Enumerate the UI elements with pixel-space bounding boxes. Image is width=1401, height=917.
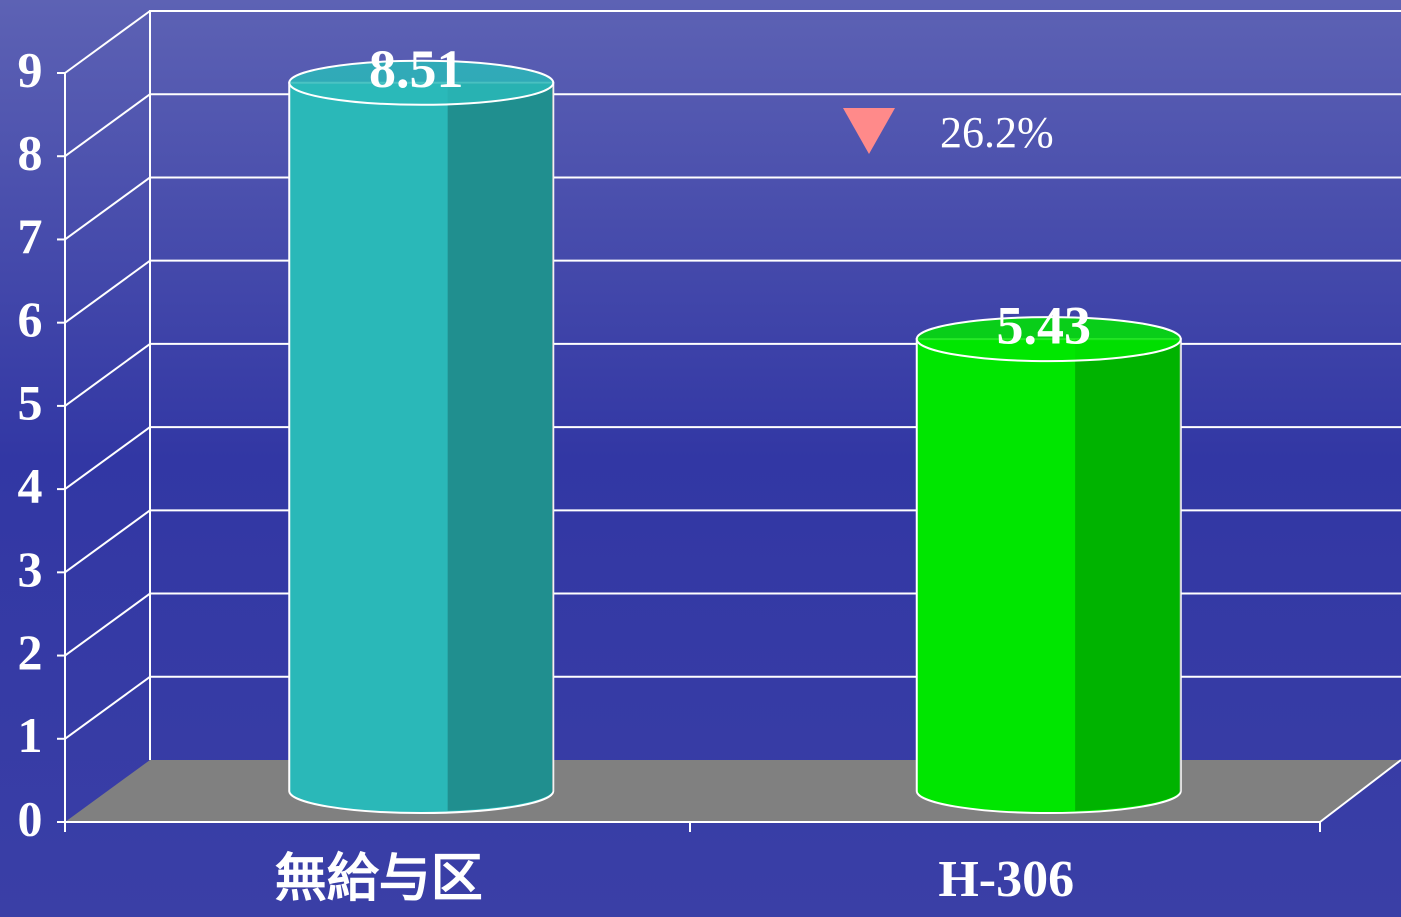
bar <box>288 81 555 814</box>
y-tick-label: 2 <box>18 624 43 680</box>
annotation: 26.2% <box>940 108 1054 157</box>
grid-line <box>64 93 151 158</box>
y-tick-label: 1 <box>18 707 43 763</box>
y-tick-label: 9 <box>18 41 43 97</box>
y-tick-label: 5 <box>18 374 43 430</box>
y-tick-label: 6 <box>18 291 43 347</box>
grid-line <box>64 426 151 490</box>
bar-shade <box>447 82 554 811</box>
value-label: 8.51 <box>369 39 464 99</box>
grid-line <box>64 259 151 324</box>
bar <box>915 338 1182 814</box>
x-tick-label: H-306 <box>938 851 1074 908</box>
x-tick-label: 無給与区 <box>275 850 483 908</box>
y-tick-label: 7 <box>18 208 43 264</box>
y-tick-label: 8 <box>18 125 43 181</box>
y-tick-label: 3 <box>18 541 43 597</box>
bar-top <box>288 59 555 106</box>
grid-line <box>64 10 151 74</box>
grid-line <box>64 509 151 574</box>
bar-shade <box>1075 339 1181 811</box>
y-tick-label: 4 <box>18 458 43 514</box>
y-tick-label: 0 <box>18 790 43 846</box>
value-label: 5.43 <box>997 295 1092 355</box>
grid-line <box>64 592 151 657</box>
grid-line <box>64 176 151 241</box>
grid-line <box>64 343 151 407</box>
floor <box>65 760 1401 822</box>
decrease-marker <box>843 108 895 154</box>
floor-edge <box>1319 759 1401 823</box>
bar-top <box>915 316 1182 363</box>
grid-line <box>64 675 151 740</box>
